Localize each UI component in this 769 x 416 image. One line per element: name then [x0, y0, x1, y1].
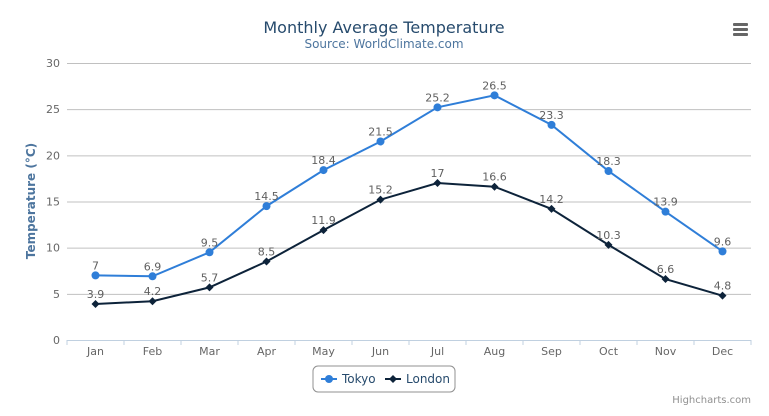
x-tick-label: Nov: [655, 345, 677, 358]
hamburger-menu-icon[interactable]: [725, 16, 755, 42]
data-point-diamond: [661, 275, 670, 284]
series-london: 3.9 4.2 5.7 8.5 11.9 15.2 17 16.6 14.2 10.3 6.6 4.8: [87, 167, 732, 308]
data-point-circle: [205, 248, 214, 257]
y-axis: 0 5 10 15 20 25 30: [46, 57, 60, 347]
y-tick-label: 5: [53, 288, 60, 301]
x-tick-label: Feb: [143, 345, 162, 358]
data-point-circle: [661, 207, 670, 216]
data-point-circle: [376, 137, 385, 146]
x-tick-label: Mar: [199, 345, 220, 358]
x-tick-label: Apr: [257, 345, 277, 358]
data-point-circle: [718, 247, 727, 256]
legend: Tokyo London: [312, 365, 456, 393]
legend-label: London: [406, 372, 450, 386]
data-label: 18.3: [596, 155, 621, 168]
data-point-diamond: [433, 179, 442, 188]
y-tick-label: 20: [46, 149, 60, 162]
data-point-circle: [490, 91, 499, 100]
data-point-diamond: [262, 257, 271, 266]
credits-link[interactable]: Highcharts.com: [672, 395, 751, 406]
data-point-circle: [325, 375, 333, 383]
data-label: 21.5: [368, 125, 393, 138]
grid: [67, 63, 751, 295]
series-tokyo: 7 6.9 9.5 14.5 18.4 21.5 25.2 26.5 23.3 18.3 13.9 9…: [91, 79, 732, 281]
legend-label: Tokyo: [341, 372, 376, 386]
data-point-diamond: [148, 297, 157, 306]
data-point-circle: [319, 166, 328, 175]
data-label: 23.3: [539, 109, 564, 122]
data-point-diamond: [389, 375, 397, 383]
x-tick-label: Dec: [712, 345, 733, 358]
y-tick-label: 25: [46, 103, 60, 116]
data-point-circle: [91, 271, 100, 280]
data-label: 4.2: [144, 285, 162, 298]
data-point-circle: [547, 120, 556, 129]
x-tick-label: Oct: [599, 345, 619, 358]
y-tick-label: 30: [46, 57, 60, 70]
data-label: 14.5: [254, 190, 279, 203]
data-label: 10.3: [596, 229, 621, 242]
data-point-circle: [433, 103, 442, 112]
data-point-diamond: [604, 240, 613, 249]
x-tick-label: Jan: [86, 345, 104, 358]
x-tick-label: Sep: [541, 345, 562, 358]
data-label: 9.6: [714, 235, 732, 248]
data-label: 6.9: [144, 260, 162, 273]
chart-subtitle: Source: WorldClimate.com: [304, 37, 463, 51]
y-tick-label: 15: [46, 196, 60, 209]
data-point-diamond: [718, 291, 727, 300]
data-label: 8.5: [258, 246, 276, 259]
y-axis-title: Temperature (°C): [24, 143, 38, 259]
data-label: 26.5: [482, 79, 507, 92]
data-label: 25.2: [425, 91, 450, 104]
data-label: 18.4: [311, 154, 336, 167]
data-label: 14.2: [539, 193, 564, 206]
legend-item-london[interactable]: London: [385, 372, 450, 386]
data-point-circle: [604, 167, 613, 176]
data-point-circle: [262, 202, 271, 211]
x-tick-label: Jul: [430, 345, 444, 358]
x-tick-label: Aug: [484, 345, 505, 358]
data-point-diamond: [205, 283, 214, 292]
data-label: 13.9: [653, 196, 678, 209]
data-label: 3.9: [87, 288, 105, 301]
data-label: 5.7: [201, 271, 219, 284]
data-label: 17: [431, 167, 445, 180]
series-line: [95, 182, 723, 305]
data-label: 16.6: [482, 171, 507, 184]
data-label: 6.6: [657, 263, 675, 276]
data-label: 7: [92, 259, 99, 272]
series-line: [95, 94, 724, 278]
chart-title: Monthly Average Temperature: [263, 18, 504, 37]
y-tick-label: 10: [46, 242, 60, 255]
data-label: 15.2: [368, 184, 393, 197]
data-point-diamond: [547, 204, 556, 213]
data-point-diamond: [91, 299, 100, 308]
data-point-diamond: [319, 226, 328, 235]
x-axis: Jan Feb Mar Apr May Jun Jul Aug Sep Oct Nov Dec: [66, 340, 752, 358]
data-label: 9.5: [201, 236, 219, 249]
series: 7 6.9 9.5 14.5 18.4 21.5 25.2 26.5 23.3 18.3 13.9 9…: [87, 79, 732, 308]
x-tick-label: Jun: [371, 345, 389, 358]
data-point-circle: [148, 272, 157, 281]
data-label: 4.8: [714, 280, 732, 293]
data-label: 11.9: [311, 214, 336, 227]
data-point-diamond: [490, 182, 499, 191]
x-tick-label: May: [312, 345, 335, 358]
y-tick-label: 0: [53, 334, 60, 347]
legend-item-tokyo[interactable]: Tokyo: [321, 372, 376, 386]
data-point-diamond: [376, 195, 385, 204]
